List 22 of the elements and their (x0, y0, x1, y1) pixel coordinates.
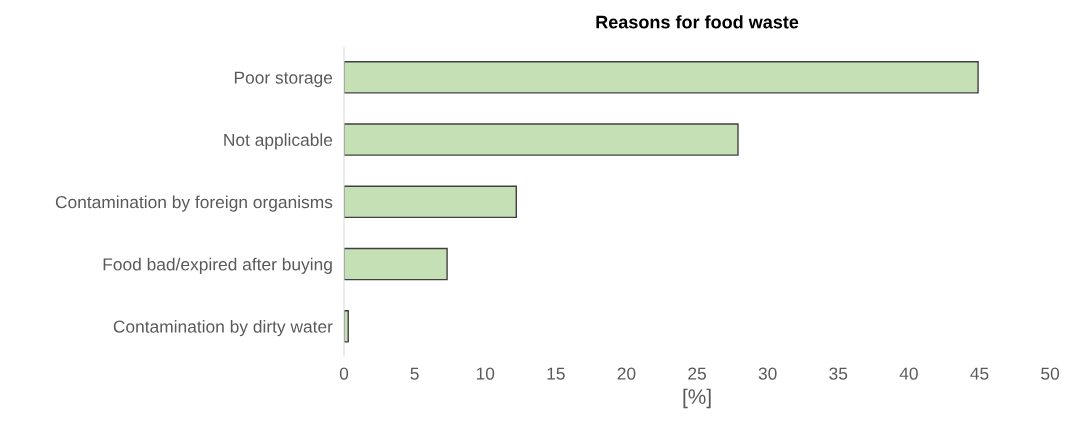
x-tick-label: 25 (688, 367, 706, 380)
y-tick-label: Not applicable (224, 133, 333, 150)
x-tick-label: 10 (476, 367, 495, 380)
x-tick-label: 0 (339, 367, 349, 380)
chart-title: Reasons for food waste (596, 15, 799, 29)
bar (343, 185, 517, 219)
x-tick-label: 35 (829, 367, 848, 380)
y-tick-label: Poor storage (234, 71, 333, 88)
bar (343, 247, 448, 281)
bar (343, 61, 979, 94)
x-tick-label: 20 (617, 367, 636, 380)
x-tick-label: 30 (758, 367, 777, 380)
x-tick-label: 45 (970, 367, 989, 380)
x-axis-title: [%] (683, 388, 711, 409)
x-tick-label: 50 (1041, 367, 1060, 380)
x-tick-label: 5 (410, 367, 419, 380)
y-tick-label: Contamination by dirty water (113, 320, 333, 337)
y-tick-label: Contamination by foreign organisms (55, 195, 333, 212)
y-tick-label: Food bad/expired after buying (103, 257, 332, 274)
x-tick-label: 15 (547, 367, 565, 380)
bar (343, 123, 739, 156)
x-tick-label: 40 (899, 367, 918, 380)
